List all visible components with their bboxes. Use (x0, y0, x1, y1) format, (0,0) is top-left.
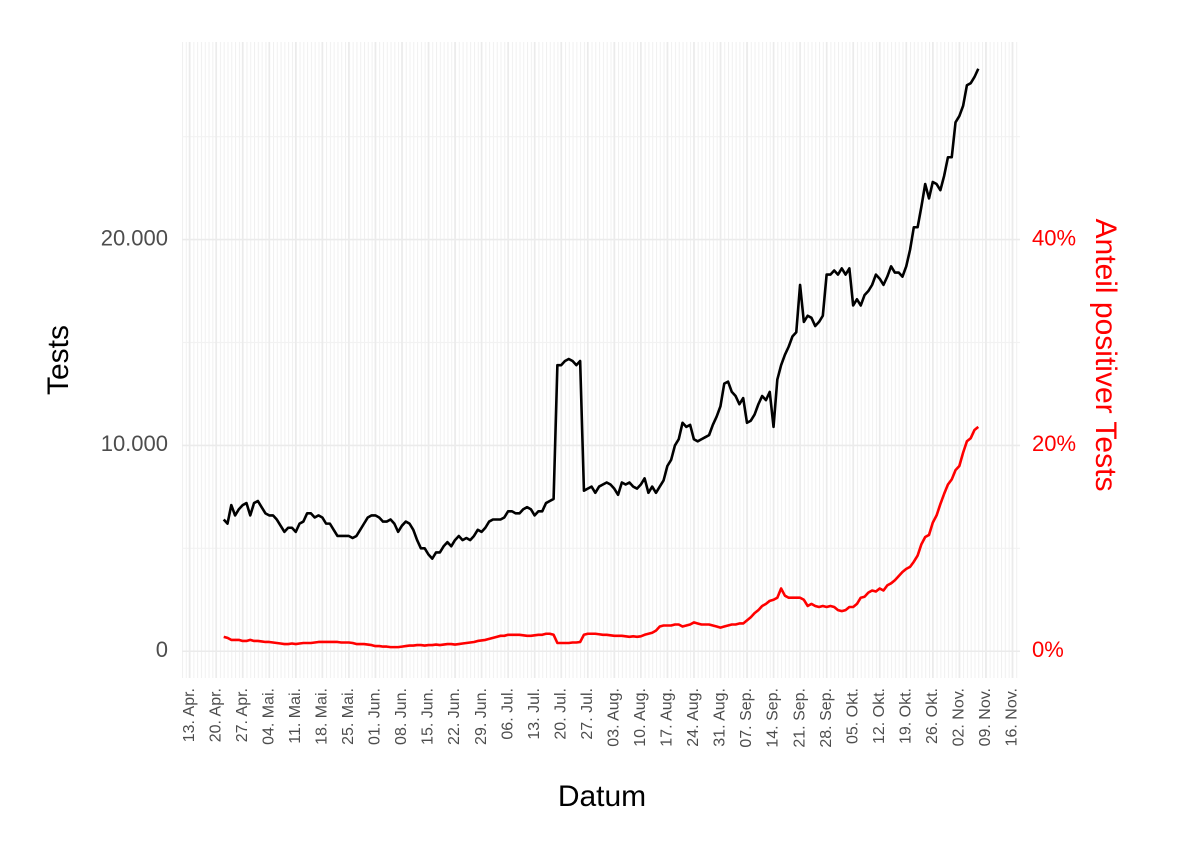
x-tick-label: 20. Jul. (552, 688, 569, 740)
x-tick-label: 08. Jun. (393, 688, 410, 745)
x-tick-label: 10. Aug. (632, 688, 649, 747)
x-tick-label: 20. Apr. (207, 688, 224, 742)
x-tick-label: 14. Sep. (765, 688, 782, 748)
x-tick-label: 17. Aug. (659, 688, 676, 747)
x-tick-label: 28. Sep. (818, 688, 835, 748)
x-tick-label: 16. Nov. (1004, 688, 1021, 746)
x-tick-label: 07. Sep. (738, 688, 755, 748)
y-axis-title: Tests (42, 325, 75, 395)
x-tick-label: 05. Okt. (844, 688, 861, 744)
y2-tick-label: 40% (1032, 225, 1076, 250)
x-tick-label: 06. Jul. (499, 688, 516, 740)
x-tick-label: 04. Mai. (260, 688, 277, 745)
x-tick-label: 01. Jun. (367, 688, 384, 745)
y-tick-label: 20.000 (101, 225, 168, 250)
x-tick-label: 22. Jun. (446, 688, 463, 745)
y2-tick-label: 20% (1032, 431, 1076, 456)
x-tick-label: 25. Mai. (340, 688, 357, 745)
x-tick-label: 12. Okt. (871, 688, 888, 744)
x-tick-label: 29. Jun. (473, 688, 490, 745)
y-tick-label: 10.000 (101, 431, 168, 456)
x-tick-label: 13. Jul. (526, 688, 543, 740)
x-tick-label: 11. Mai. (287, 688, 304, 744)
x-tick-label: 15. Jun. (420, 688, 437, 745)
x-tick-label: 21. Sep. (791, 688, 808, 748)
y2-tick-label: 0% (1032, 637, 1064, 662)
plot-panel (182, 42, 1020, 678)
x-tick-label: 03. Aug. (605, 688, 622, 747)
x-tick-label: 02. Nov. (951, 688, 968, 746)
series-line (222, 68, 980, 560)
x-tick-label: 19. Okt. (897, 688, 914, 744)
x-axis-title: Datum (558, 780, 646, 813)
y-tick-label: 0 (156, 637, 168, 662)
x-tick-label: 27. Jul. (579, 688, 596, 740)
x-tick-label: 27. Apr. (234, 688, 251, 742)
x-tick-label: 18. Mai. (314, 688, 331, 745)
series-line (223, 425, 980, 649)
x-tick-label: 26. Okt. (924, 688, 941, 744)
x-tick-label: 24. Aug. (685, 688, 702, 747)
x-tick-label: 31. Aug. (712, 688, 729, 747)
x-tick-label: 09. Nov. (977, 688, 994, 746)
x-tick-label: 13. Apr. (181, 688, 198, 742)
y2-axis-title: Anteil positiver Tests (1089, 219, 1122, 492)
